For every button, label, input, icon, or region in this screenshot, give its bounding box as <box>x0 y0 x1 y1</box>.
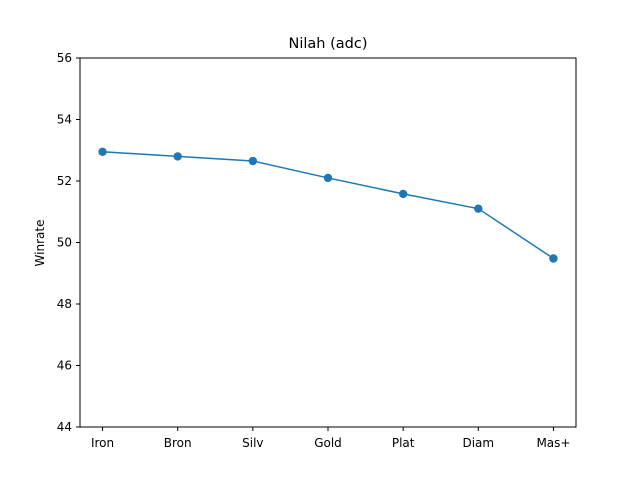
y-tick-label: 48 <box>57 297 72 311</box>
data-point <box>549 254 558 263</box>
x-tick-label: Bron <box>164 436 192 450</box>
y-tick-label: 54 <box>57 113 72 127</box>
plot-area: 44 46 48 50 52 54 56 Iron Bron Silv Gold Plat Diam Ma… <box>57 51 571 450</box>
x-tick-label: Silv <box>242 436 263 450</box>
chart-title: Nilah (adc) <box>289 36 368 52</box>
x-tick-label: Iron <box>91 436 114 450</box>
data-point <box>474 204 483 213</box>
x-tick-label: Gold <box>314 436 342 450</box>
y-tick-label: 50 <box>57 236 72 250</box>
data-point <box>173 152 182 161</box>
x-tick-label: Mas+ <box>536 436 570 450</box>
y-tick-label: 44 <box>57 420 72 434</box>
plot-frame <box>79 57 577 428</box>
series-line <box>102 151 554 260</box>
y-tick-label: 56 <box>57 51 72 65</box>
data-point <box>248 156 258 166</box>
x-tick-label: Plat <box>392 436 415 450</box>
x-tick-label: Diam <box>462 436 494 450</box>
data-point <box>398 189 408 199</box>
y-tick-label: 52 <box>57 174 72 188</box>
y-axis-label: Winrate <box>33 220 47 267</box>
y-tick-label: 46 <box>57 359 72 373</box>
data-point <box>323 173 333 183</box>
data-point <box>98 147 107 156</box>
